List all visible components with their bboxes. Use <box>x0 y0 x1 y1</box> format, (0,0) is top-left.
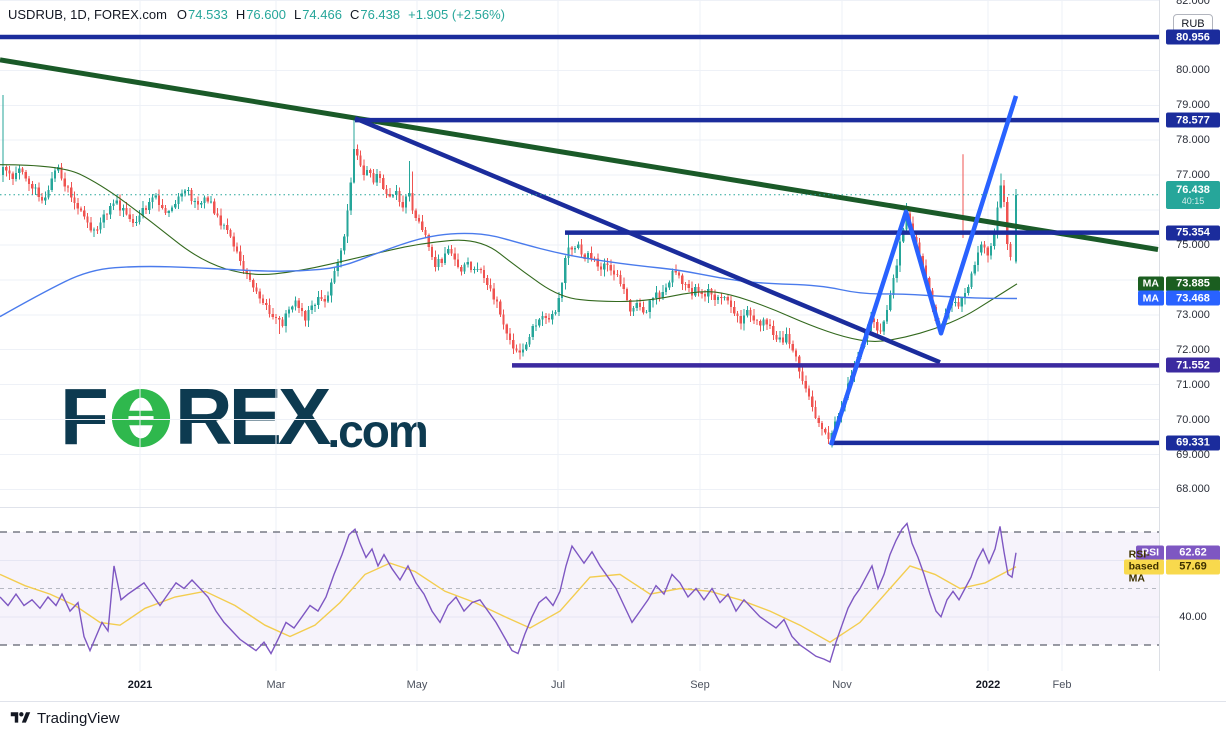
zigzag-drawing <box>828 95 1019 446</box>
price-level-badge: 80.956 <box>1166 29 1220 45</box>
price-axis-label: 72.000 <box>1176 343 1210 356</box>
ohlc-open: O 74.533 <box>176 7 228 22</box>
price-level-badge: 71.552 <box>1166 357 1220 373</box>
badge-value: 76.438 40:15 <box>1166 180 1220 209</box>
watermark-dotcom: .com <box>327 405 428 457</box>
badge-value: 69.331 <box>1166 435 1220 451</box>
time-axis-label: Feb <box>1052 679 1072 691</box>
price-axis-label: 71.000 <box>1176 378 1210 391</box>
badge-value: 73.885 <box>1166 276 1220 292</box>
ma-green-line <box>0 164 1018 342</box>
tradingview-brand-text[interactable]: TradingView <box>37 709 120 727</box>
badge-prefix: MA <box>1137 276 1164 292</box>
ohlc-high: H 76.600 <box>235 7 286 22</box>
badge-value: 75.354 <box>1166 225 1220 241</box>
current-price-badge: 76.438 40:15 <box>1166 180 1220 209</box>
price-level-badge: 75.354 <box>1166 225 1220 241</box>
time-axis-label: Mar <box>266 679 286 691</box>
price-axis-divider <box>1159 0 1160 701</box>
candles <box>1 94 1018 448</box>
badge-prefix: MA <box>1137 290 1164 306</box>
time-axis-label: May <box>406 679 428 691</box>
price-axis-label: 70.000 <box>1176 413 1210 426</box>
ma-value-badge: MA 73.468 <box>1137 290 1220 306</box>
price-axis-label: 77.000 <box>1176 169 1210 182</box>
price-axis-label: 80.000 <box>1176 64 1210 77</box>
watermark-letters-rex: REX <box>174 372 331 461</box>
time-axis-label: Nov <box>832 679 852 691</box>
rsi-axis-label: 40.00 <box>1179 610 1207 623</box>
time-axis-label: 2022 <box>975 679 1001 691</box>
badge-value: 78.577 <box>1166 112 1220 128</box>
ohlc-low: L 74.466 <box>293 7 342 22</box>
badge-value: 57.69 <box>1166 559 1220 575</box>
footer-bar: TradingView <box>0 701 1226 734</box>
pane-separator[interactable] <box>0 507 1226 508</box>
price-axis-label: 73.000 <box>1176 308 1210 321</box>
badge-value: 73.468 <box>1166 290 1220 306</box>
price-level-badge: 69.331 <box>1166 435 1220 451</box>
ma-value-badge: MA 73.885 <box>1137 276 1220 292</box>
countdown-timer: 40:15 <box>1181 195 1205 206</box>
forex-o-glyph-icon <box>110 387 172 454</box>
time-axis-label: 2021 <box>127 679 153 691</box>
badge-prefix: RSI <box>1136 545 1164 561</box>
ohlc-close: C 76.438 <box>349 7 401 22</box>
watermark-letter-f: F <box>60 372 109 461</box>
rsi-ma-line <box>0 562 1017 644</box>
price-axis-label: 69.000 <box>1176 448 1210 461</box>
time-axis-label: Jul <box>550 679 566 691</box>
price-axis-label: 75.000 <box>1176 238 1210 251</box>
price-axis[interactable]: RUB 82.000 80.000 79.000 78.000 77.000 75.000… <box>1123 0 1226 701</box>
price-level-badge: 78.577 <box>1166 112 1220 128</box>
price-axis-label: 79.000 <box>1176 99 1210 112</box>
price-axis-label: 68.000 <box>1176 483 1210 496</box>
badge-value: 62.62 <box>1166 545 1220 561</box>
ma-value-badge: RSI-based MA57.69 <box>1123 549 1220 585</box>
badge-prefix: RSI-based MA <box>1123 549 1164 585</box>
time-axis[interactable]: 2021 Mar May Jul Sep Nov 2022 Feb <box>0 671 1160 701</box>
change-value: +1.905 (+2.56%) <box>408 7 505 22</box>
rsi-line <box>0 522 1017 663</box>
symbol-title[interactable]: USDRUB, 1D, FOREX.com <box>8 7 167 22</box>
time-axis-label: Sep <box>690 679 710 691</box>
tradingview-logo-icon[interactable] <box>10 710 31 726</box>
badge-value: 80.956 <box>1166 29 1220 45</box>
forex-watermark: F REX .com <box>60 372 429 461</box>
chart-canvas[interactable] <box>0 0 1160 672</box>
ma-blue-line <box>0 232 1018 318</box>
price-axis-label: 82.000 <box>1176 0 1210 7</box>
price-axis-label: 78.000 <box>1176 134 1210 147</box>
ma-value-badge: RSI 62.62 <box>1136 545 1220 561</box>
badge-value: 71.552 <box>1166 357 1220 373</box>
